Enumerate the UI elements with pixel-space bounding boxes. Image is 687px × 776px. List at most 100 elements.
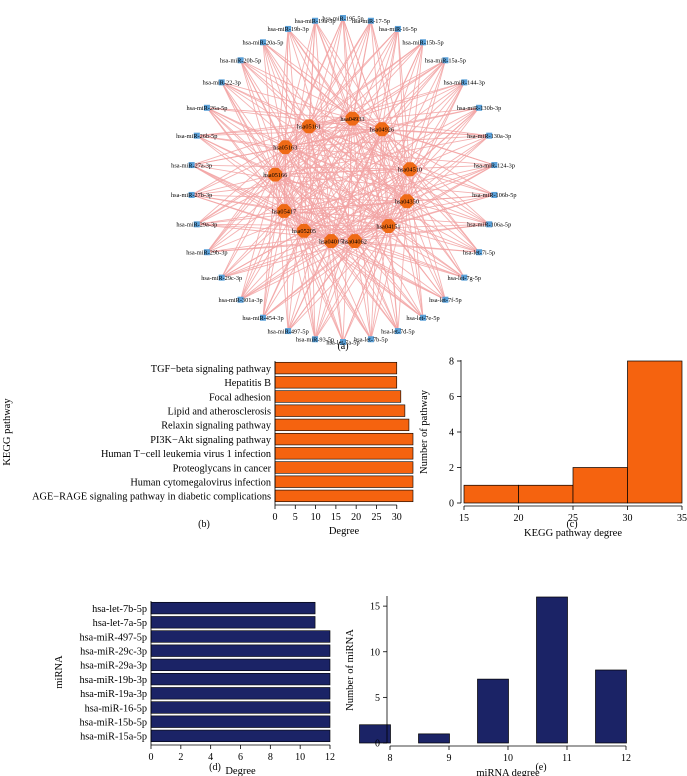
y-axis-title: Number of miRNA bbox=[345, 629, 356, 711]
mirna-node-label: hsa-miR-29b-3p bbox=[186, 250, 227, 257]
x-axis-title: miRNA degree bbox=[476, 768, 540, 776]
bar bbox=[274, 447, 414, 460]
network-edge bbox=[406, 164, 495, 202]
mirna-node-label: hsa-miR-26b-5p bbox=[176, 133, 217, 140]
x-tick-label: 9 bbox=[447, 753, 452, 764]
pathway-node-label: hsa05166 bbox=[263, 172, 287, 179]
mirna-node bbox=[442, 296, 449, 303]
bar bbox=[274, 390, 402, 403]
pathway-node bbox=[302, 119, 316, 134]
x-tick-label: 35 bbox=[677, 513, 687, 524]
bar bbox=[274, 376, 398, 389]
mirna-node bbox=[420, 314, 427, 321]
x-tick-label: 0 bbox=[149, 752, 154, 763]
network-edge bbox=[287, 28, 383, 130]
network-edge bbox=[240, 60, 286, 148]
network-edge bbox=[240, 60, 285, 212]
network-edge bbox=[206, 107, 285, 212]
network-edge bbox=[284, 147, 316, 340]
network-edge bbox=[287, 240, 356, 332]
pathway-node-label: hsa04151 bbox=[376, 223, 400, 230]
bar bbox=[150, 658, 331, 672]
network-edge bbox=[206, 240, 332, 253]
network-edge bbox=[284, 28, 289, 148]
category-label: Human T−cell leukemia virus 1 infection bbox=[101, 449, 271, 460]
mirna-node-label: hsa-miR-15b-5p bbox=[402, 40, 443, 47]
network-edge bbox=[283, 210, 316, 340]
network-edge bbox=[370, 226, 389, 340]
network-edge bbox=[240, 230, 305, 301]
y-tick-label: 6 bbox=[449, 392, 454, 403]
bar bbox=[150, 644, 331, 657]
network-edge bbox=[314, 240, 356, 340]
pathway-node-label: hsa04926 bbox=[370, 127, 394, 134]
x-axis-title: Degree bbox=[329, 526, 360, 537]
pathway-node-label: hsa05161 bbox=[297, 124, 321, 131]
network-edge bbox=[342, 201, 408, 343]
mirna-node-label: hsa-miR-144-3p bbox=[444, 80, 485, 87]
mirna-node bbox=[476, 104, 483, 111]
bar bbox=[477, 678, 509, 744]
network-edge bbox=[262, 42, 310, 127]
network-edge bbox=[342, 17, 353, 119]
mirna-node bbox=[486, 132, 493, 139]
network-edge bbox=[285, 128, 383, 148]
mirna-node-label: hsa-miR-16-5p bbox=[379, 26, 417, 33]
pathway-node-label: hsa04350 bbox=[395, 199, 419, 206]
panel-label-a: (a) bbox=[337, 341, 348, 352]
network-edge bbox=[409, 168, 480, 253]
network-edge bbox=[196, 135, 356, 242]
network-edge bbox=[196, 223, 305, 232]
network-edge bbox=[308, 20, 372, 127]
network-edge bbox=[283, 17, 344, 212]
category-label: Hepatitis B bbox=[224, 378, 271, 389]
mirna-node-label: hsa-miR-27a-3p bbox=[171, 162, 212, 169]
kegg-degree-bar-chart: TGF−beta signaling pathway Hepatitis B Foc… bbox=[2, 361, 414, 537]
mirna-node bbox=[312, 17, 319, 24]
mirna-node bbox=[188, 191, 195, 198]
network-edge bbox=[206, 107, 389, 227]
y-tick-label: 8 bbox=[449, 357, 454, 368]
network-edges bbox=[191, 17, 495, 343]
network-edge bbox=[308, 107, 480, 127]
network-edge bbox=[406, 201, 446, 300]
network-edge bbox=[240, 240, 332, 301]
network-edge bbox=[354, 168, 411, 242]
network-edge bbox=[240, 59, 310, 127]
mirna-node-label: hsa-let-7d-5p bbox=[381, 328, 415, 335]
network-edge bbox=[262, 41, 383, 130]
network-edge bbox=[196, 135, 276, 175]
mirna-node bbox=[203, 249, 210, 256]
network-edge bbox=[275, 59, 446, 175]
network-edge bbox=[314, 129, 383, 340]
network-edge bbox=[221, 82, 285, 212]
network-edge bbox=[352, 118, 480, 253]
y-tick-label: 10 bbox=[370, 647, 380, 658]
network-edge bbox=[206, 225, 389, 253]
mirna-node bbox=[193, 221, 200, 228]
mirna-node-label: hsa-miR-22-3p bbox=[203, 80, 241, 87]
mirna-node-label: hsa-let-7e-5p bbox=[406, 315, 439, 322]
network-edge bbox=[308, 125, 495, 196]
mirna-node bbox=[285, 328, 292, 335]
network-edge bbox=[196, 210, 285, 225]
network-edge bbox=[274, 28, 289, 175]
mirna-node-label: hsa-miR-93-5p bbox=[296, 337, 334, 344]
network-edge bbox=[240, 210, 285, 300]
network-edge bbox=[262, 225, 389, 319]
network-edge bbox=[191, 164, 285, 212]
bar bbox=[463, 484, 519, 504]
network-edge bbox=[275, 168, 410, 176]
network-edge bbox=[330, 240, 446, 301]
mirna-node bbox=[461, 274, 468, 281]
network-edge bbox=[191, 164, 410, 170]
bar bbox=[150, 672, 331, 686]
network-panel: hsa-miR-195-5phsa-miR-17-5phsa-miR-16-5p… bbox=[171, 15, 517, 346]
network-edge bbox=[409, 169, 424, 318]
network-edge bbox=[303, 168, 411, 232]
network-edge bbox=[274, 174, 399, 332]
mirna-node-label: hsa-miR-301a-3p bbox=[219, 297, 263, 304]
mirna-node-label: hsa-miR-106a-5p bbox=[467, 222, 511, 229]
network-edge bbox=[308, 125, 408, 202]
network-edge bbox=[196, 135, 332, 242]
